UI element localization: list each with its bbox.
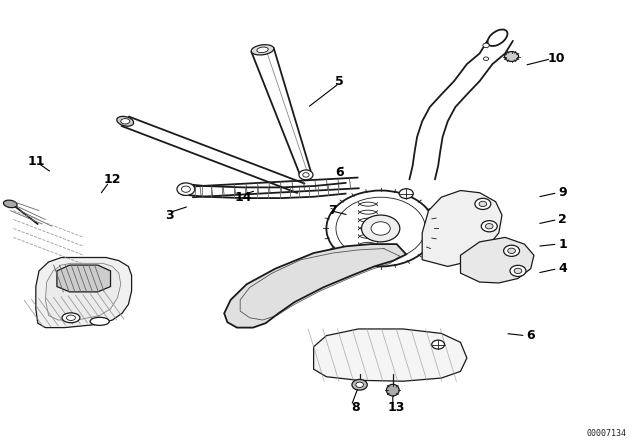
Text: 6: 6 xyxy=(527,329,535,342)
Ellipse shape xyxy=(485,224,493,229)
Ellipse shape xyxy=(371,222,390,235)
Ellipse shape xyxy=(299,170,313,180)
Text: 12: 12 xyxy=(104,173,121,186)
Text: 4: 4 xyxy=(558,262,567,275)
Text: 10: 10 xyxy=(548,52,565,65)
Ellipse shape xyxy=(356,382,364,388)
Text: 00007134: 00007134 xyxy=(586,429,627,439)
Ellipse shape xyxy=(504,52,518,61)
Ellipse shape xyxy=(475,198,491,210)
Text: 2: 2 xyxy=(558,213,567,226)
Ellipse shape xyxy=(181,186,190,192)
Ellipse shape xyxy=(483,57,488,60)
Polygon shape xyxy=(314,329,467,381)
Ellipse shape xyxy=(352,379,367,390)
Ellipse shape xyxy=(488,30,508,46)
Ellipse shape xyxy=(303,172,309,177)
Ellipse shape xyxy=(177,183,195,195)
Text: 13: 13 xyxy=(388,401,405,414)
Text: 11: 11 xyxy=(27,155,45,168)
Ellipse shape xyxy=(362,215,400,242)
Polygon shape xyxy=(224,244,406,327)
Polygon shape xyxy=(36,258,132,327)
Ellipse shape xyxy=(514,268,522,274)
Ellipse shape xyxy=(252,45,274,55)
Polygon shape xyxy=(461,237,534,283)
Ellipse shape xyxy=(90,317,109,325)
Ellipse shape xyxy=(483,43,489,47)
Text: 8: 8 xyxy=(351,401,360,414)
Ellipse shape xyxy=(67,315,76,320)
Text: 14: 14 xyxy=(235,191,252,204)
Ellipse shape xyxy=(3,200,17,208)
Ellipse shape xyxy=(117,116,134,126)
Ellipse shape xyxy=(121,119,130,124)
Ellipse shape xyxy=(432,340,445,349)
Ellipse shape xyxy=(504,245,520,256)
Text: 1: 1 xyxy=(558,237,567,250)
Ellipse shape xyxy=(387,384,399,396)
Ellipse shape xyxy=(508,248,515,254)
Text: 7: 7 xyxy=(328,204,337,217)
Ellipse shape xyxy=(481,221,497,232)
Ellipse shape xyxy=(479,201,486,207)
Text: 5: 5 xyxy=(335,74,344,88)
Ellipse shape xyxy=(399,189,413,198)
Polygon shape xyxy=(57,265,111,292)
Text: 6: 6 xyxy=(335,166,344,179)
Text: 9: 9 xyxy=(558,186,567,199)
Ellipse shape xyxy=(62,313,80,323)
Polygon shape xyxy=(422,190,502,267)
Polygon shape xyxy=(45,263,121,320)
Ellipse shape xyxy=(257,47,268,52)
Ellipse shape xyxy=(510,265,526,276)
Text: 3: 3 xyxy=(166,209,174,222)
